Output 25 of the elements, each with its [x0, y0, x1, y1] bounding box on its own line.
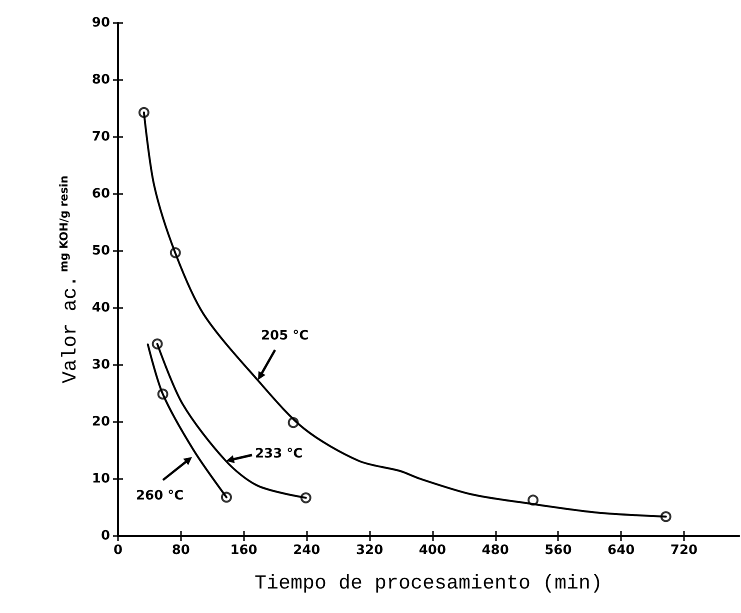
x-axis-title: Tiempo de procesamiento (min) — [254, 572, 603, 596]
y-tick-label: 30 — [92, 358, 110, 372]
x-tick-label: 240 — [293, 543, 320, 558]
annotation: 205 °C — [261, 328, 309, 344]
y-tick-label: 10 — [92, 472, 110, 486]
y-tick-label: 80 — [92, 72, 110, 88]
x-tick-label: 480 — [482, 543, 509, 558]
x-tick-label: 400 — [418, 543, 446, 558]
y-tick-label: 70 — [92, 130, 110, 144]
y-tick-label: 0 — [100, 528, 110, 544]
y-tick-label: 60 — [92, 186, 110, 202]
y-tick-label: 90 — [92, 16, 110, 30]
x-tick-label: 80 — [172, 543, 190, 558]
y-tick-label: 40 — [92, 300, 110, 316]
annotation: 260 °C — [136, 488, 184, 504]
x-tick-label: 640 — [608, 543, 635, 558]
annotation: 233 °C — [255, 446, 303, 462]
y-axis-title: Valor ac.mg KOH/g resin — [58, 176, 83, 384]
x-tick-label: 160 — [230, 543, 258, 558]
y-tick-label: 20 — [92, 414, 110, 430]
x-tick-label: 320 — [356, 543, 384, 558]
y-tick-label: 50 — [92, 244, 110, 258]
x-tick-label: 720 — [670, 543, 698, 558]
x-tick-label: 0 — [113, 543, 123, 558]
x-tick-label: 560 — [544, 543, 572, 558]
